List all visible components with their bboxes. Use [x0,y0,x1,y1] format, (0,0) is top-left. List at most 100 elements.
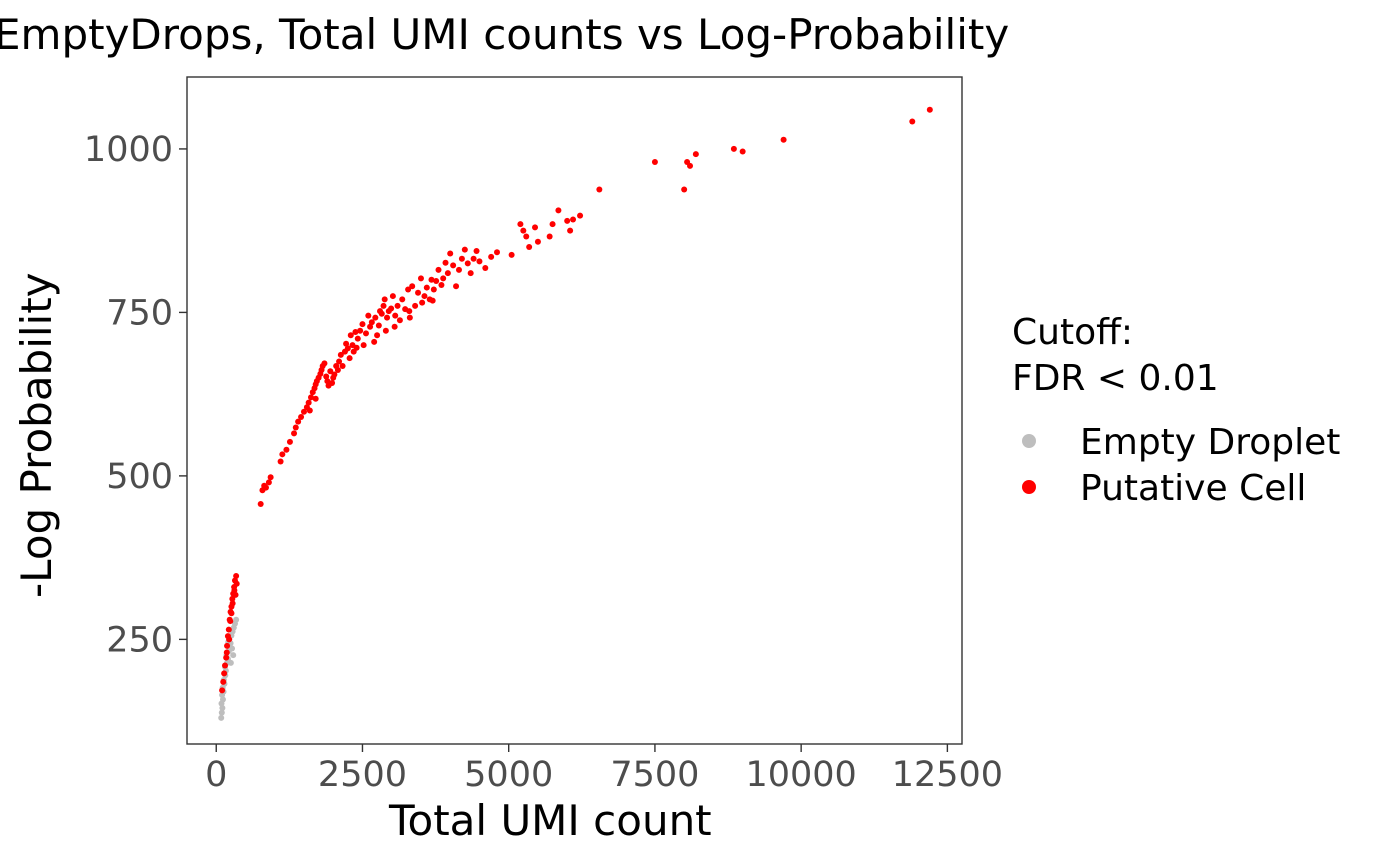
data-point [231,587,238,594]
data-point [470,255,477,262]
data-point [359,321,366,328]
x-axis: 0 2500 5000 7500 10000 12500 [205,744,1003,795]
data-point [295,418,302,425]
data-point [417,275,424,282]
y-tick-label: 500 [106,457,173,497]
x-tick-label: 7500 [610,755,699,795]
data-point [440,275,447,282]
y-tick-label: 750 [106,293,173,333]
data-point [508,251,515,258]
data-point [365,312,372,319]
data-point [651,159,658,166]
data-point [354,335,361,342]
data-point [226,636,233,643]
data-point [428,276,435,283]
data-point [384,314,391,321]
data-point [346,355,353,362]
data-point [225,626,232,633]
data-point [232,591,239,598]
x-axis-label: Total UMI count [389,796,712,845]
data-point [312,395,319,402]
data-point [233,580,240,587]
data-point [343,340,350,347]
data-point [372,314,379,321]
data-point [374,332,381,339]
data-point [517,221,524,228]
data-point [555,207,562,214]
data-point [220,678,227,685]
data-point [392,312,399,319]
data-point [257,501,264,508]
data-point [405,286,412,293]
data-point [467,270,474,277]
data-point [367,323,374,330]
data-point [381,296,388,303]
data-point [228,610,235,617]
data-point [221,670,228,677]
data-point [549,221,556,228]
data-point [464,260,471,267]
data-point [739,148,746,155]
data-point [378,310,385,317]
data-point [308,394,314,401]
data-point [926,106,933,113]
data-point [438,281,445,288]
data-point [406,308,413,315]
data-point [229,645,236,652]
data-point [219,696,226,703]
plot-panel-border [186,76,963,745]
data-point [362,330,369,337]
data-point [300,408,307,415]
data-point [596,186,603,193]
y-tick-label: 250 [106,620,173,660]
data-point [223,654,230,661]
data-point [283,446,290,453]
data-point [476,258,483,265]
legend-key-empty-droplet [1022,434,1036,448]
data-point [415,289,422,296]
data-point [305,399,312,406]
data-point [218,709,225,716]
data-point [227,659,234,666]
data-point [331,371,338,378]
legend-key-putative-cell [1022,480,1036,494]
data-point [692,151,699,158]
data-point [291,430,298,437]
data-point [357,327,364,334]
data-point [230,652,237,659]
x-tick-label: 10000 [745,755,856,795]
data-point [224,642,231,649]
data-point [233,572,240,579]
y-axis: 250 500 750 1000 [84,130,187,660]
data-point [409,283,416,290]
data-point [577,212,584,219]
y-tick-label: 1000 [84,130,173,170]
data-point [327,368,334,375]
legend-title: Cutoff: FDR < 0.01 [1012,312,1219,399]
data-point [222,662,229,669]
data-point [526,244,533,251]
data-point [419,299,426,306]
data-point [435,266,442,273]
legend-label-putative-cell: Putative Cell [1080,468,1307,509]
data-point [570,216,577,223]
data-point [371,338,378,345]
data-point [277,458,284,465]
data-point [687,162,694,169]
data-point [321,360,328,367]
x-tick-label: 12500 [892,755,1003,795]
data-point [306,407,313,414]
x-tick-label: 2500 [318,755,407,795]
data-point [329,380,336,387]
data-point [423,284,430,291]
legend-item-empty-droplet: Empty Droplet [1022,422,1340,463]
data-point [353,344,360,351]
data-point [375,322,382,329]
data-point [567,227,574,234]
y-axis-label: -Log Probability [12,272,61,598]
data-point [347,332,354,339]
data-point [229,600,236,607]
data-point [399,296,406,303]
data-point [447,250,454,257]
